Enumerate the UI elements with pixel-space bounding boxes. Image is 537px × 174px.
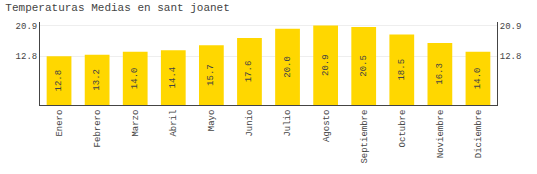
svg-text:15.7: 15.7 — [206, 64, 216, 86]
svg-text:Mayo: Mayo — [207, 110, 217, 132]
svg-text:20.9: 20.9 — [321, 54, 331, 76]
svg-text:20.9: 20.9 — [16, 22, 38, 32]
svg-text:12.8: 12.8 — [54, 70, 64, 92]
svg-text:20.9: 20.9 — [500, 22, 522, 32]
svg-text:12.8: 12.8 — [16, 52, 38, 62]
svg-text:Agosto: Agosto — [322, 110, 332, 142]
svg-text:Octubre: Octubre — [398, 110, 408, 148]
svg-text:Enero: Enero — [55, 110, 65, 137]
svg-text:Junio: Junio — [245, 110, 255, 137]
svg-text:14.0: 14.0 — [130, 68, 140, 90]
svg-text:16.3: 16.3 — [435, 63, 445, 85]
svg-text:20.0: 20.0 — [283, 56, 293, 78]
svg-text:13.2: 13.2 — [92, 69, 102, 91]
svg-text:Febrero: Febrero — [93, 110, 103, 148]
svg-text:Noviembre: Noviembre — [436, 110, 446, 159]
svg-text:18.5: 18.5 — [397, 59, 407, 81]
svg-text:17.6: 17.6 — [244, 61, 254, 83]
svg-text:20.5: 20.5 — [359, 55, 369, 77]
svg-text:Septiembre: Septiembre — [360, 110, 370, 164]
svg-text:12.8: 12.8 — [500, 52, 522, 62]
svg-text:Abril: Abril — [169, 110, 179, 137]
svg-text:14.0: 14.0 — [473, 68, 483, 90]
svg-text:14.4: 14.4 — [168, 67, 178, 89]
svg-text:Marzo: Marzo — [131, 110, 141, 137]
svg-text:Temperaturas Medias en sant jo: Temperaturas Medias en sant joanet — [5, 2, 229, 14]
svg-text:Diciembre: Diciembre — [474, 110, 484, 159]
svg-text:Julio: Julio — [283, 110, 293, 137]
